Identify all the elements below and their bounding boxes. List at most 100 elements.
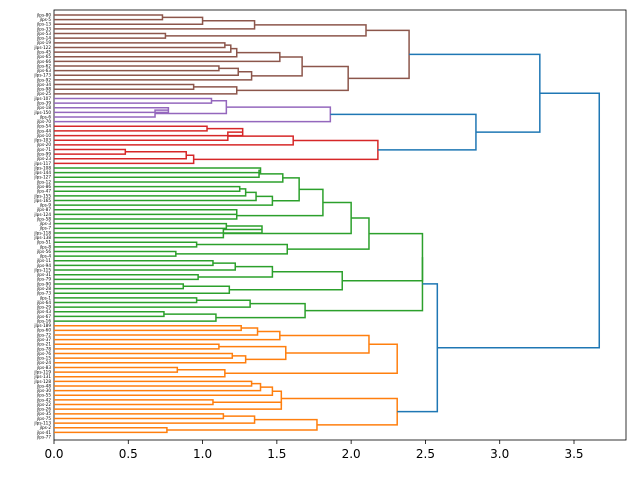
leaf-label: jlps-26 — [36, 407, 51, 412]
leaf-label: jlps-3 — [39, 221, 52, 226]
leaf-label: jlps-62 — [36, 63, 51, 68]
leaf-label: jlps-94 — [36, 263, 51, 268]
leaf-label: jlps-77 — [36, 434, 51, 439]
leaf-label: jlps-99 — [36, 152, 51, 157]
leaf-label: jlps-28 — [36, 286, 51, 291]
dendrogram-link — [305, 257, 424, 312]
dendrogram-link — [54, 415, 256, 424]
dendrogram-link — [236, 188, 324, 217]
leaf-label: jlps-33 — [36, 26, 51, 31]
x-tick-label: 1.0 — [193, 447, 212, 461]
dendrogram-link — [54, 20, 256, 30]
leaf-label: jlps-64 — [36, 300, 51, 305]
leaf-label: jlps-115 — [33, 267, 51, 272]
leaf-label: jlps-54 — [36, 124, 51, 129]
leaf-label: jlps-107 — [33, 96, 51, 101]
leaf-label: jlps-15 — [36, 356, 51, 361]
leaf-label: jlps-53 — [36, 31, 51, 36]
leaf-label: jlps-63 — [36, 68, 51, 73]
leaf-label: jlps-8 — [39, 244, 52, 249]
dendrogram-link — [54, 16, 204, 26]
dendrogram-link — [54, 14, 164, 21]
dendrogram-link — [397, 283, 439, 413]
leaf-label: jlps-118 — [33, 230, 51, 235]
dendrogram-link — [54, 382, 262, 392]
leaf-label: jlps-117 — [33, 161, 51, 166]
dendrogram-link — [175, 243, 289, 255]
dendrogram-link — [54, 426, 168, 434]
dendrogram-link — [54, 188, 247, 197]
x-tick-label: 3.5 — [564, 447, 583, 461]
dendrogram-link — [287, 217, 370, 250]
leaf-label: jlps-19 — [36, 40, 51, 45]
leaf-label: jlps-150 — [33, 110, 51, 115]
leaf-label: jlps-60 — [36, 328, 51, 333]
dendrogram-link — [54, 83, 195, 90]
leaf-label: jlps-48 — [36, 383, 51, 388]
dendrogram-link — [54, 185, 241, 192]
leaf-label: jlps-2 — [39, 425, 52, 430]
dendrogram-link — [279, 334, 370, 354]
dendrogram-link — [54, 369, 226, 378]
leaf-label: jlps-138 — [33, 235, 51, 240]
leaf-label: jlps-90 — [36, 281, 51, 286]
leaf-label: jlps-44 — [36, 128, 51, 133]
leaf-label: jlps-128 — [33, 379, 51, 384]
leaf-label: jlps-29 — [36, 305, 51, 310]
x-tick-label: 0.5 — [119, 447, 138, 461]
dendrogram-link — [54, 260, 214, 267]
dendrogram-link — [251, 56, 303, 77]
leaf-label: jlps-76 — [36, 351, 51, 356]
leaf-label: jlps-12 — [36, 179, 51, 184]
leaf-label: jlps-13 — [36, 22, 51, 27]
leaf-label: jlps-92 — [36, 77, 51, 82]
leaf-label: jlps-1 — [39, 295, 52, 300]
leaf-label: jlps-98 — [36, 87, 51, 92]
leaf-label: jlps-73 — [36, 291, 51, 296]
dendrogram-link — [54, 212, 238, 220]
x-tick-label: 3.0 — [490, 447, 509, 461]
x-tick-label: 2.5 — [416, 447, 435, 461]
dendrogram-link — [54, 366, 179, 373]
dendrogram-link — [54, 401, 283, 410]
leaf-label: jlps-39 — [36, 101, 51, 106]
leaf-label: jlps-72 — [36, 332, 51, 337]
leaf-label: jlps-14 — [36, 36, 51, 41]
dendrogram-link — [272, 390, 283, 406]
leaf-label: jlps-71 — [36, 147, 51, 152]
dendrogram-link — [54, 283, 185, 290]
leaf-label: jlps-5 — [39, 17, 52, 22]
leaf-label: jlps-51 — [36, 240, 51, 245]
dendrogram-link — [54, 42, 226, 49]
leaf-label: jlps-55 — [36, 393, 51, 398]
leaf-label: jlps-22 — [36, 402, 51, 407]
plot-area — [53, 9, 627, 441]
dendrogram-link — [54, 399, 214, 406]
leaf-label: jlps-47 — [36, 189, 51, 194]
leaf-label: jlps-20 — [36, 142, 51, 147]
leaf-label: jlps-31 — [36, 272, 51, 277]
leaf-label: jlps-43 — [36, 309, 51, 314]
leaf-label: jlps-119 — [33, 369, 51, 374]
dendrogram-link — [437, 92, 601, 349]
dendrogram-link — [236, 65, 349, 92]
leaf-label: jlps-65 — [36, 54, 51, 59]
leaf-label: jlps-10 — [36, 133, 51, 138]
dendrogram-link — [218, 345, 287, 361]
dendrogram-link — [54, 413, 225, 420]
leaf-label: jlps-18 — [36, 105, 51, 110]
leaf-label: jlps-131 — [33, 374, 51, 379]
leaf-label: jlps-165 — [33, 198, 51, 203]
leaf-label: jlps-37 — [36, 337, 51, 342]
dendrogram-link — [166, 418, 318, 431]
leaf-label: jlps-34 — [36, 82, 51, 87]
dendrogram-link — [54, 273, 199, 281]
leaf-label: jlps-67 — [36, 314, 51, 319]
leaf-label: jlps-41 — [36, 430, 51, 435]
dendrogram-link — [224, 343, 398, 374]
dendrogram-link — [54, 154, 195, 165]
leaf-label: jlps-4 — [39, 254, 52, 259]
leaf-label: jlps-16 — [36, 318, 51, 323]
leaf-label: jlps-173 — [33, 73, 51, 78]
leaf-label: jlps-6 — [39, 114, 52, 119]
